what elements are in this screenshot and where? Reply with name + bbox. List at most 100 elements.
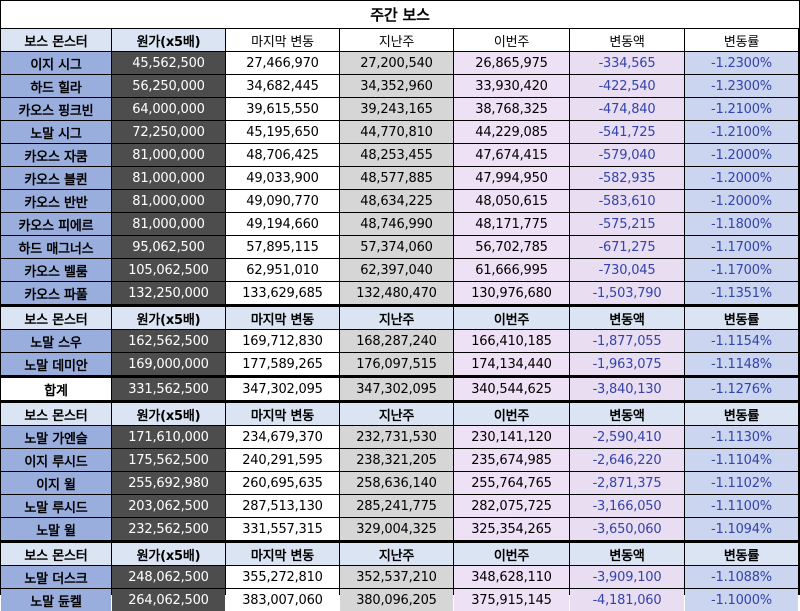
cell-last-week: 48,746,990 [340,213,453,235]
cell-this-week: 33,930,420 [454,75,569,97]
cell-this-week: 47,994,950 [454,167,569,189]
cell-this-week: 166,410,185 [454,330,569,352]
cell-boss-name: 노말 스우 [1,330,111,352]
cell-original-cost: 175,562,500 [112,449,225,471]
cell-change-amount: -2,646,220 [570,449,684,471]
column-header-last-week: 지난주 [340,307,453,329]
column-header-last-change: 마지막 변동 [226,403,339,425]
cell-change-rate: -1.2300% [685,75,798,97]
cell-change-rate: -1.1154% [685,330,798,352]
cell-boss-name: 이지 윌 [1,472,111,494]
cell-last-change: 62,951,010 [226,259,339,281]
cell-boss-name: 카오스 반반 [1,190,111,212]
column-header-boss-name: 보스 몬스터 [1,543,111,565]
cell-last-week: 258,636,140 [340,472,453,494]
column-header-change-amount: 변동액 [570,307,684,329]
cell-original-cost: 64,000,000 [112,98,225,120]
cell-original-cost: 81,000,000 [112,144,225,166]
cell-change-amount: -671,275 [570,236,684,258]
cell-boss-name: 카오스 블퀸 [1,167,111,189]
column-header-last-week: 지난주 [340,403,453,425]
cell-last-change: 45,195,650 [226,121,339,143]
cell-last-change: 177,589,265 [226,353,339,375]
cell-last-change: 169,712,830 [226,330,339,352]
total-boss-name: 합계 [1,378,111,400]
cell-this-week: 130,976,680 [454,282,569,304]
column-header-last-week: 지난주 [340,543,453,565]
cell-this-week: 61,666,995 [454,259,569,281]
cell-original-cost: 162,562,500 [112,330,225,352]
total-this-week: 340,544,625 [454,378,569,400]
cell-last-week: 48,577,885 [340,167,453,189]
cell-boss-name: 카오스 피에르 [1,213,111,235]
cell-last-week: 27,200,540 [340,52,453,74]
cell-this-week: 235,674,985 [454,449,569,471]
cell-last-week: 62,397,040 [340,259,453,281]
total-last-change: 347,302,095 [226,378,339,400]
cell-change-amount: -3,166,050 [570,495,684,517]
cell-change-rate: -1.2300% [685,52,798,74]
cell-change-amount: -3,909,100 [570,566,684,588]
cell-change-rate: -1.1130% [685,426,798,448]
cell-change-rate: -1.2100% [685,121,798,143]
cell-last-change: 355,272,810 [226,566,339,588]
cell-this-week: 26,865,975 [454,52,569,74]
cell-last-change: 260,695,635 [226,472,339,494]
cell-last-week: 232,731,530 [340,426,453,448]
cell-change-rate: -1.1700% [685,236,798,258]
cell-last-week: 48,634,225 [340,190,453,212]
cell-this-week: 48,050,615 [454,190,569,212]
cell-this-week: 174,134,440 [454,353,569,375]
cell-original-cost: 72,250,000 [112,121,225,143]
cell-original-cost: 45,562,500 [112,52,225,74]
cell-change-amount: -579,040 [570,144,684,166]
cell-this-week: 56,702,785 [454,236,569,258]
cell-original-cost: 95,062,500 [112,236,225,258]
total-change-amount: -3,840,130 [570,378,684,400]
cell-last-change: 234,679,370 [226,426,339,448]
cell-last-change: 331,557,315 [226,518,339,540]
cell-this-week: 282,075,725 [454,495,569,517]
total-change-rate: -1.1276% [685,378,798,400]
column-header-original-cost: 원가(x5배) [112,543,225,565]
cell-last-change: 133,629,685 [226,282,339,304]
cell-boss-name: 카오스 자쿰 [1,144,111,166]
cell-last-week: 176,097,515 [340,353,453,375]
cell-change-rate: -1.1102% [685,472,798,494]
cell-boss-name: 노말 듄켈 [1,589,111,611]
cell-boss-name: 노말 더스크 [1,566,111,588]
cell-this-week: 48,171,775 [454,213,569,235]
cell-change-rate: -1.1000% [685,589,798,611]
cell-boss-name: 카오스 벨룸 [1,259,111,281]
cell-this-week: 44,229,085 [454,121,569,143]
column-header-original-cost: 원가(x5배) [112,307,225,329]
cell-last-week: 39,243,165 [340,98,453,120]
cell-boss-name: 노말 윌 [1,518,111,540]
cell-original-cost: 81,000,000 [112,167,225,189]
cell-last-week: 48,253,455 [340,144,453,166]
cell-this-week: 348,628,110 [454,566,569,588]
column-header-this-week: 이번주 [454,29,569,51]
cell-change-rate: -1.1148% [685,353,798,375]
cell-boss-name: 하드 매그너스 [1,236,111,258]
cell-change-rate: -1.2000% [685,167,798,189]
cell-original-cost: 56,250,000 [112,75,225,97]
cell-change-amount: -422,540 [570,75,684,97]
column-header-last-change: 마지막 변동 [226,543,339,565]
cell-change-rate: -1.1094% [685,518,798,540]
cell-boss-name: 노말 데미안 [1,353,111,375]
cell-change-rate: -1.1104% [685,449,798,471]
column-header-this-week: 이번주 [454,543,569,565]
cell-last-week: 352,537,210 [340,566,453,588]
cell-boss-name: 노말 가엔슬 [1,426,111,448]
cell-change-rate: -1.1700% [685,259,798,281]
cell-change-rate: -1.2000% [685,144,798,166]
cell-original-cost: 248,062,500 [112,566,225,588]
cell-last-change: 39,615,550 [226,98,339,120]
column-header-last-week: 지난주 [340,29,453,51]
cell-original-cost: 105,062,500 [112,259,225,281]
cell-original-cost: 203,062,500 [112,495,225,517]
column-header-this-week: 이번주 [454,307,569,329]
cell-last-week: 329,004,325 [340,518,453,540]
